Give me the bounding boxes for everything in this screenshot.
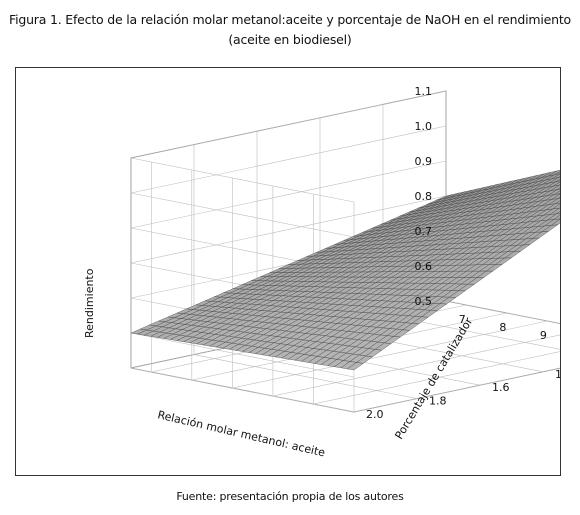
surface-cell	[553, 215, 560, 220]
y-tick-label: 1.4	[555, 368, 560, 381]
y-tick-label: 1.6	[492, 381, 510, 394]
z-axis-label: Rendimiento	[83, 268, 96, 338]
z-tick-label: 0.7	[415, 225, 433, 238]
surface-cell	[550, 218, 560, 226]
surface-cell	[559, 207, 560, 209]
z-tick-label: 0.9	[415, 155, 433, 168]
figure-title-line2: (aceite en biodiesel)	[228, 32, 352, 47]
z-tick-label: 1.1	[415, 85, 433, 98]
figure-source: Fuente: presentación propia de los autor…	[176, 490, 404, 503]
surface-cell	[555, 178, 560, 182]
surface-cell	[554, 190, 560, 195]
z-tick-label: 0.5	[415, 295, 433, 308]
z-tick-label: 0.8	[415, 190, 433, 203]
y-gridline	[130, 158, 355, 413]
tick-labels: 0.50.60.70.80.91.01.17891011121.01.21.41…	[366, 85, 560, 421]
surface-cell	[558, 197, 560, 199]
surface-cell	[555, 200, 560, 204]
figure-title: Figura 1. Efecto de la relación molar me…	[0, 10, 580, 50]
x-axis-label: Relación molar metanol: aceite	[156, 408, 326, 459]
x-tick-label: 9	[540, 329, 547, 342]
surface-cell	[558, 176, 560, 178]
surface-cell	[557, 187, 560, 190]
surface-chart: 0.50.60.70.80.91.01.17891011121.01.21.41…	[83, 85, 560, 460]
y-tick-label: 2.0	[366, 408, 384, 421]
chart-frame: 0.50.60.70.80.91.01.17891011121.01.21.41…	[15, 67, 561, 476]
z-tick-label: 1.0	[415, 120, 433, 133]
y-gridline	[193, 144, 418, 399]
z-tick-label: 0.6	[415, 260, 433, 273]
surface-cell	[554, 171, 560, 175]
x-tick-label: 8	[499, 321, 506, 334]
x-tick-label: 7	[459, 313, 466, 326]
y-tick-label: 1.8	[429, 395, 447, 408]
surface-cell	[556, 211, 560, 214]
figure-title-line1: Figura 1. Efecto de la relación molar me…	[8, 12, 571, 27]
response-surface	[130, 170, 560, 371]
